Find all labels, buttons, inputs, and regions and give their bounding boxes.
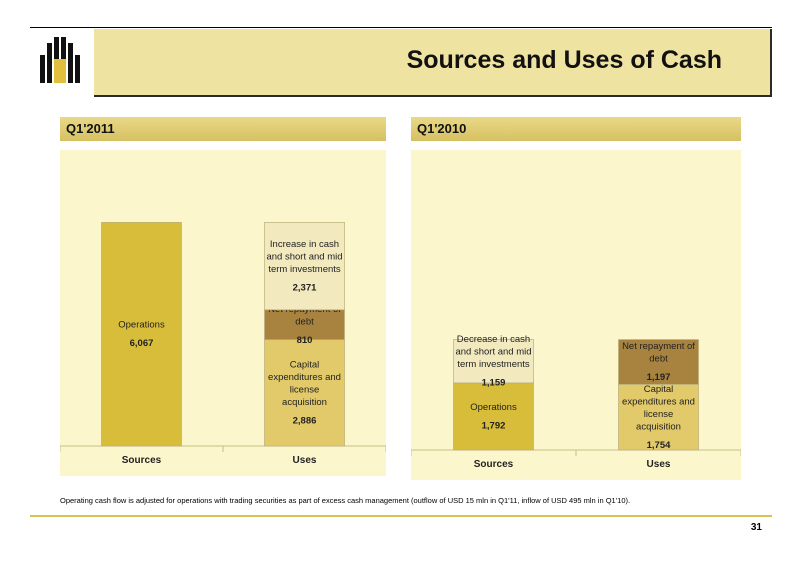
segment-label: acquisition [636, 421, 681, 432]
segment-label: debt [649, 354, 668, 365]
logo [30, 29, 92, 96]
chart-q1-2011: Operations 6,067 Sources Capitalexpenditure… [59, 222, 387, 466]
segment-label: Capital [644, 384, 674, 395]
logo-icon [40, 37, 80, 83]
segment-label: Operations [118, 320, 165, 331]
segment-label: debt [295, 316, 314, 327]
segment-label: expenditures and [268, 372, 341, 383]
data-label: 2,371 [293, 283, 317, 294]
data-label: 1,197 [647, 372, 671, 383]
segment-label: Net repayment of [622, 341, 695, 352]
bar-segment [264, 222, 345, 311]
logo-bar [75, 55, 80, 83]
data-label: 2,886 [293, 416, 317, 427]
segment-label: term investments [457, 359, 530, 370]
bar-segment [618, 339, 699, 385]
bar-segment [453, 339, 534, 384]
section-title-q1-2011: Q1'2011 [60, 117, 386, 141]
data-label: 1,754 [647, 440, 671, 451]
segment-label: expenditures and [622, 396, 695, 407]
bar-segment [618, 384, 699, 451]
bar-segment [101, 222, 182, 447]
chart-panel-q1-2011: Operations 6,067 Sources Capital expenditure… [59, 150, 387, 476]
footnote: Operating cash flow is adjusted for oper… [60, 496, 631, 505]
segment-label: and short and mid [266, 252, 342, 263]
top-rule [30, 27, 772, 28]
data-label: 6,067 [130, 338, 154, 349]
logo-bar [40, 55, 45, 83]
data-label: 1,792 [482, 420, 506, 431]
bar-segment [264, 309, 345, 340]
logo-bar [47, 43, 52, 83]
segment-label: acquisition [282, 397, 327, 408]
page-number: 31 [750, 522, 762, 533]
bar-segment [453, 382, 534, 451]
header-banner: Sources and Uses of Cash [94, 29, 772, 97]
segment-label: license [290, 385, 320, 396]
section-title-q1-2010: Q1'2010 [411, 117, 741, 141]
chart-q1-2010: Operations 1,792 Decrease in cash and short… [410, 334, 742, 470]
page-title: Sources and Uses of Cash [406, 46, 722, 74]
segment-label: Decrease in cash [457, 334, 530, 345]
segment-label: and short and mid [455, 347, 531, 358]
category-label: Uses [293, 455, 317, 466]
segment-label: Operations [470, 402, 517, 413]
segment-label: Increase in cash [270, 239, 339, 250]
segment-label: term investments [268, 264, 341, 275]
segment-label: license [644, 409, 674, 420]
logo-accent [54, 59, 66, 83]
category-label: Sources [474, 459, 514, 470]
data-label: 810 [297, 335, 313, 346]
bottom-rule [30, 515, 772, 517]
logo-bar [68, 43, 73, 83]
segment-label: Capital [290, 360, 320, 371]
bar-segment [264, 339, 345, 447]
data-label: 1,159 [482, 378, 506, 389]
category-label: Uses [647, 459, 671, 470]
chart-panel-q1-2010: Operations 1,792 Decrease in cash and short… [410, 150, 742, 480]
category-label: Sources [122, 455, 162, 466]
